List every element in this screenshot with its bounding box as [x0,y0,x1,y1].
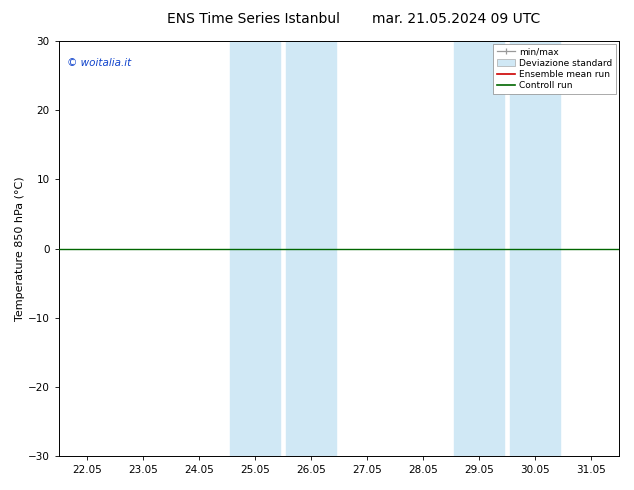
Text: ENS Time Series Istanbul: ENS Time Series Istanbul [167,12,340,26]
Bar [510,41,560,456]
Text: mar. 21.05.2024 09 UTC: mar. 21.05.2024 09 UTC [372,12,541,26]
Bar [230,41,280,456]
Text: © woitalia.it: © woitalia.it [67,58,131,68]
Bar [285,41,336,456]
Y-axis label: Temperature 850 hPa (°C): Temperature 850 hPa (°C) [15,176,25,321]
Bar [454,41,504,456]
Legend: min/max, Deviazione standard, Ensemble mean run, Controll run: min/max, Deviazione standard, Ensemble m… [493,44,616,94]
